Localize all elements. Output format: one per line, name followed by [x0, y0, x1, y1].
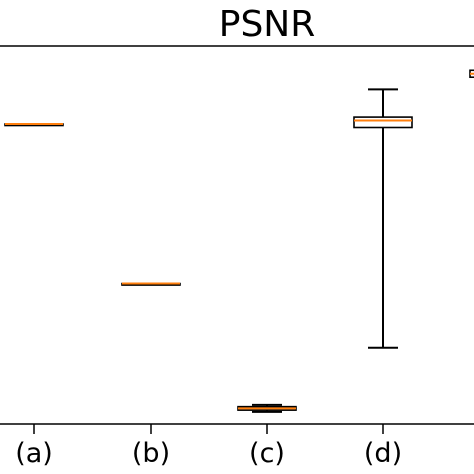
x-ticks-layer: (a) (b) (c) (d)	[15, 424, 402, 469]
chart-title: PSNR	[219, 4, 316, 45]
x-tick-label: (a)	[15, 438, 53, 469]
box-group-3	[237, 403, 297, 413]
x-tick-label: (d)	[364, 438, 402, 469]
box-group-1	[4, 123, 64, 127]
box	[353, 116, 413, 129]
box-group-5	[469, 69, 474, 79]
box-group-2	[121, 282, 181, 286]
boxes-layer	[4, 69, 474, 413]
x-tick-label: (c)	[249, 438, 285, 469]
box-group-4	[353, 88, 413, 349]
x-tick-label: (b)	[132, 438, 170, 469]
